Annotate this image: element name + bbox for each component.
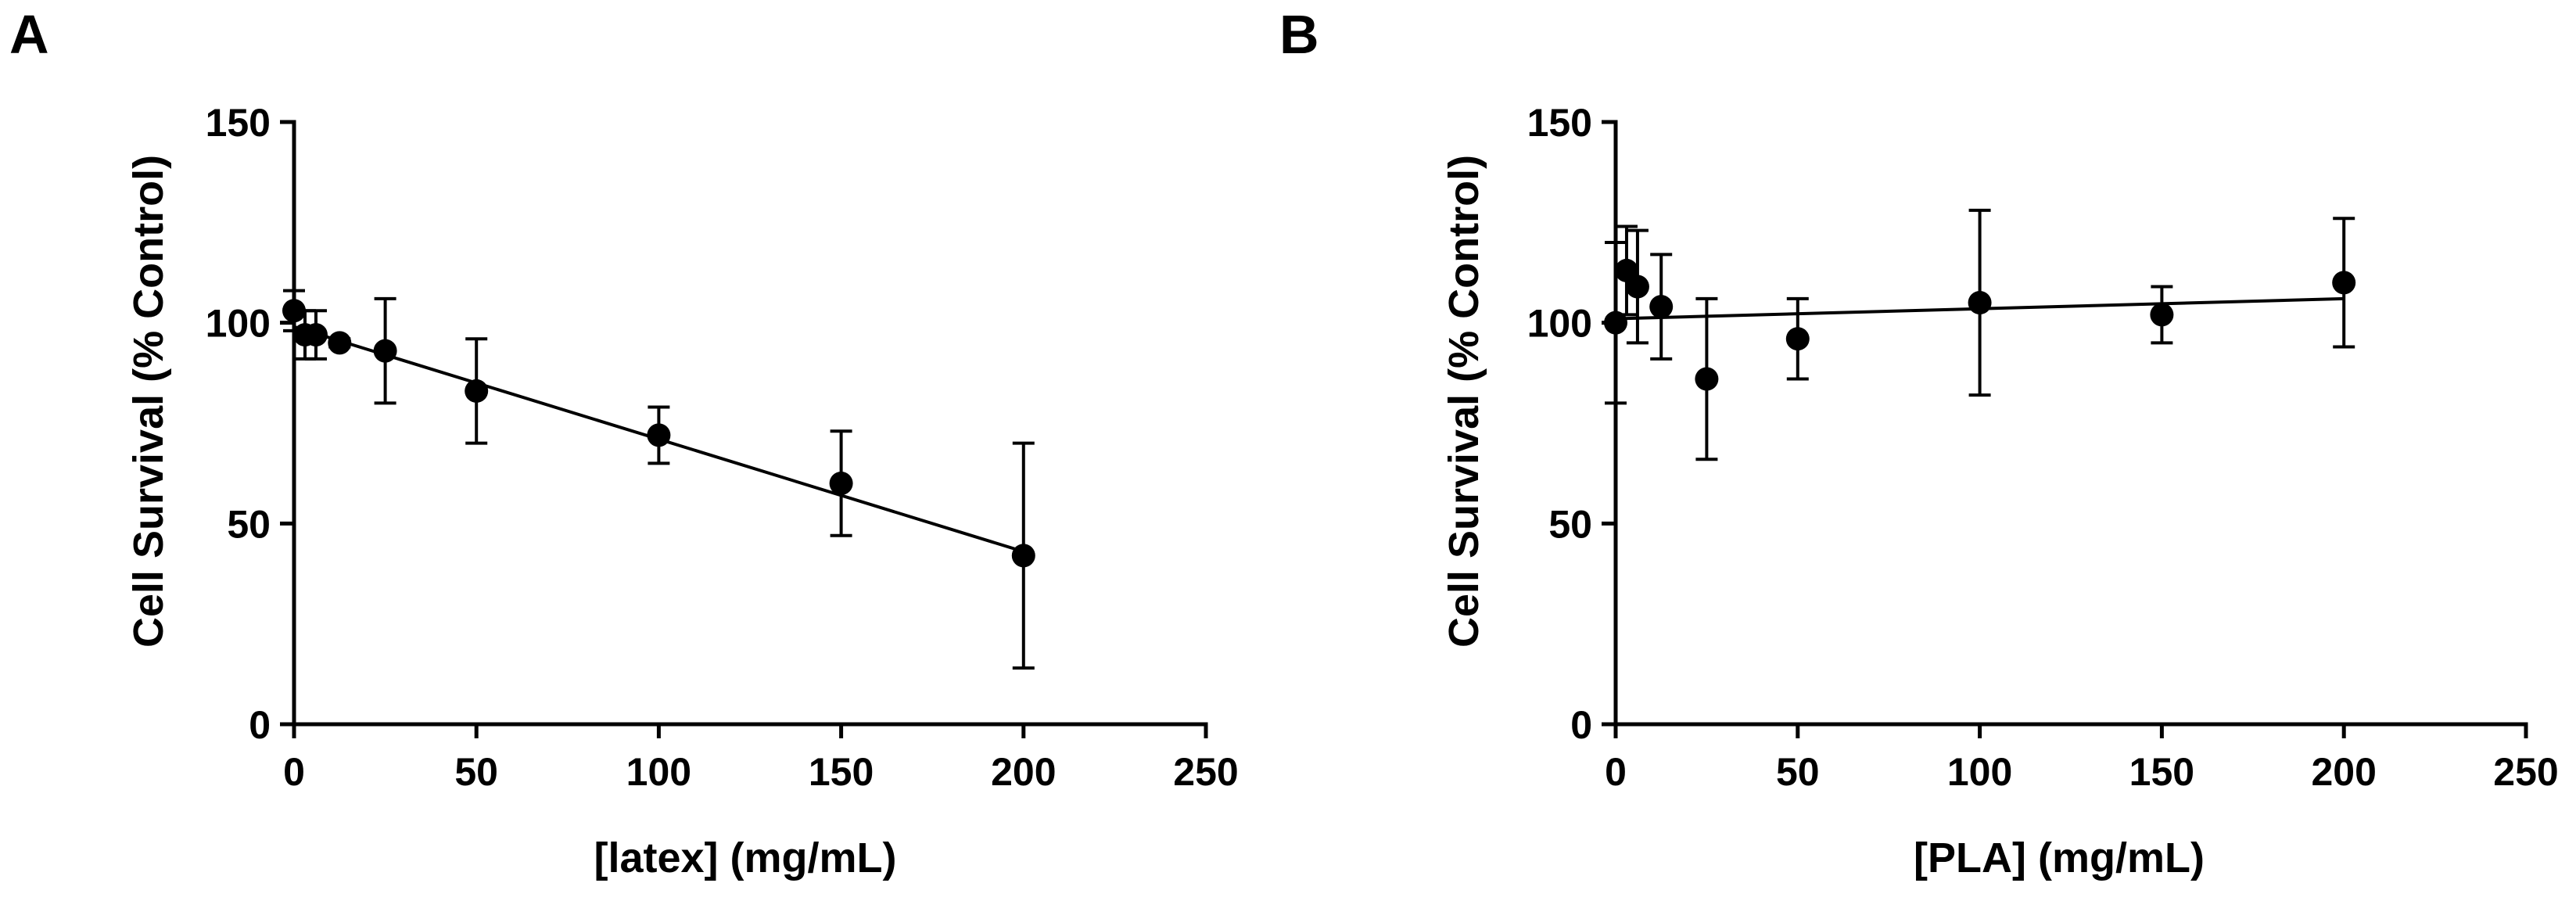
error-bars-b	[1605, 208, 2355, 461]
axes-a: 0 50 100 150 0 50 100 150 200 250	[206, 101, 1239, 794]
data-point-a-0	[282, 299, 306, 323]
chart-panel-a: A Cell Survival (% Control) [latex] (mg/…	[9, 4, 1239, 881]
x-axis-label-a: [latex] (mg/mL)	[594, 835, 896, 881]
data-point-b-7	[2150, 303, 2174, 327]
x-tick-label-b-0: 0	[1605, 750, 1627, 794]
x-tick-label-a-5: 250	[1173, 750, 1238, 794]
data-point-a-4	[373, 339, 397, 363]
x-tick-label-b-3: 150	[2129, 750, 2194, 794]
y-tick-label-b-0: 0	[1570, 703, 1592, 747]
panel-label-b: B	[1279, 4, 1319, 65]
x-tick-label-a-0: 0	[283, 750, 305, 794]
data-point-a-7	[829, 472, 853, 495]
y-axis-label-b: Cell Survival (% Control)	[1440, 155, 1487, 648]
data-point-b-8	[2332, 271, 2356, 295]
chart-panel-b: B Cell Survival (% Control) [PLA] (mg/mL…	[1279, 4, 2559, 881]
x-axis-label-b: [PLA] (mg/mL)	[1914, 835, 2205, 881]
y-tick-label-a-3: 150	[206, 101, 271, 145]
data-point-b-2	[1625, 275, 1649, 299]
y-tick-label-b-2: 100	[1527, 302, 1592, 346]
data-point-b-5	[1785, 327, 1810, 351]
x-tick-label-b-1: 50	[1776, 750, 1820, 794]
axes-b: 0 50 100 150 0 50 100 150 200 250	[1527, 101, 2559, 794]
data-point-b-6	[1968, 291, 1992, 314]
data-points-a	[282, 299, 1035, 568]
y-tick-label-b-3: 150	[1527, 101, 1592, 145]
x-tick-label-b-4: 200	[2311, 750, 2376, 794]
panel-label-a: A	[9, 4, 49, 65]
data-point-a-8	[1011, 544, 1035, 568]
y-tick-label-a-2: 100	[206, 302, 271, 346]
y-tick-label-a-1: 50	[227, 502, 271, 546]
x-tick-label-b-5: 250	[2493, 750, 2558, 794]
x-tick-label-a-3: 150	[809, 750, 874, 794]
data-point-b-3	[1649, 295, 1674, 319]
x-tick-label-a-2: 100	[626, 750, 691, 794]
data-point-a-6	[647, 423, 671, 447]
data-point-a-2	[303, 323, 328, 347]
data-point-a-3	[328, 331, 352, 355]
data-points-b	[1604, 258, 2356, 391]
data-point-b-0	[1604, 311, 1627, 335]
x-tick-label-b-2: 100	[1947, 750, 2012, 794]
x-tick-label-a-4: 200	[991, 750, 1056, 794]
data-point-a-5	[465, 379, 489, 403]
data-point-b-4	[1695, 367, 1719, 391]
y-tick-label-b-1: 50	[1548, 502, 1592, 546]
y-tick-label-a-0: 0	[249, 703, 271, 747]
y-axis-label-a: Cell Survival (% Control)	[125, 155, 172, 648]
x-tick-label-a-1: 50	[454, 750, 498, 794]
